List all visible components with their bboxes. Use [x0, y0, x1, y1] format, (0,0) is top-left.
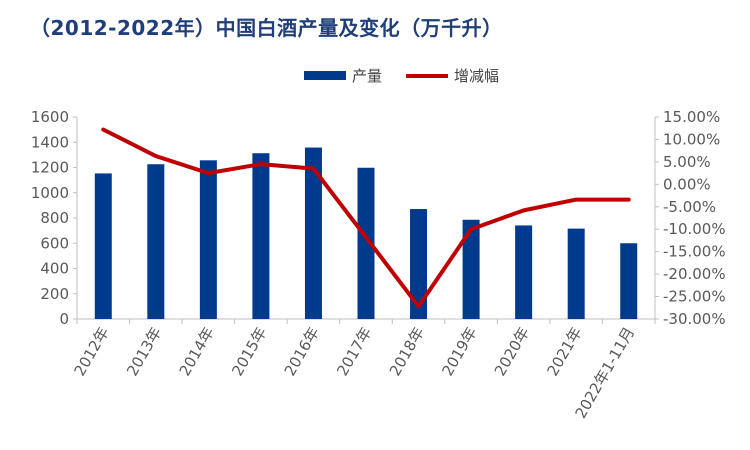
line-point — [575, 199, 577, 201]
x-tick-label: 2014年 — [176, 324, 218, 379]
legend-bar-swatch — [304, 71, 346, 80]
chart-title: （2012-2022年）中国白酒产量及变化（万千升） — [30, 16, 503, 40]
x-tick-label: 2015年 — [228, 324, 270, 379]
x-tick-label: 2012年 — [71, 324, 113, 379]
y-right-tick-label: -25.00% — [663, 288, 726, 306]
axes: 0 200 400 600 800 1000 1200 1400 1600 -30.00% -25.… — [31, 108, 726, 328]
line-point — [628, 199, 630, 201]
y-left-tick-label: 600 — [40, 234, 69, 252]
x-tick-label: 2021年 — [543, 324, 585, 379]
line-point — [418, 305, 420, 307]
y-left-tick-label: 1000 — [31, 184, 69, 202]
bar-series — [94, 147, 638, 319]
legend-line-label: 增减幅 — [454, 67, 499, 85]
y-right-tick-label: -5.00% — [663, 198, 716, 216]
y-left-tick-label: 400 — [40, 260, 69, 278]
bar — [199, 160, 217, 319]
y-right-tick-label: -30.00% — [663, 310, 726, 328]
bar — [515, 225, 533, 319]
x-tick-label: 2019年 — [438, 324, 480, 379]
line-point — [102, 129, 104, 131]
bar — [94, 173, 112, 319]
y-left-tick-label: 1600 — [31, 108, 69, 126]
bar — [304, 147, 322, 319]
x-tick-label: 2016年 — [281, 324, 323, 379]
y-right-tick-label: 10.00% — [663, 130, 720, 148]
x-axis-labels: 2012年 2013年 2014年 2015年 2016年 2017年 2018年 2019年… — [71, 324, 639, 422]
line-point — [312, 168, 314, 170]
y-left-tick-label: 200 — [40, 285, 69, 303]
legend-bar-label: 产量 — [352, 67, 382, 85]
x-tick-label: 2020年 — [491, 324, 533, 379]
x-tick-label: 2018年 — [386, 324, 428, 379]
y-right-tick-label: -10.00% — [663, 220, 726, 238]
y-right-tick-label: 5.00% — [663, 153, 711, 171]
y-left-tick-label: 1400 — [31, 133, 69, 151]
bar — [410, 209, 428, 319]
bar — [462, 219, 480, 319]
line-point — [207, 172, 209, 174]
x-tick-label: 2013年 — [123, 324, 165, 379]
bar — [252, 153, 270, 319]
bar — [620, 243, 638, 319]
legend: 产量 增减幅 — [304, 67, 499, 85]
line-point — [260, 163, 262, 165]
line-point — [155, 155, 157, 157]
line-point — [523, 209, 525, 211]
y-right-tick-label: 15.00% — [663, 108, 720, 126]
line-point — [365, 236, 367, 238]
y-left-tick-label: 1200 — [31, 159, 69, 177]
y-left-tick-label: 800 — [40, 209, 69, 227]
y-right-tick-label: 0.00% — [663, 175, 711, 193]
y-left-tick-label: 0 — [59, 310, 69, 328]
line-point — [470, 228, 472, 230]
x-tick-label: 2017年 — [333, 324, 375, 379]
line-series — [101, 127, 631, 309]
bar — [357, 167, 375, 319]
y-right-tick-label: -15.00% — [663, 243, 726, 261]
y-right-tick-label: -20.00% — [663, 265, 726, 283]
bar — [147, 164, 165, 319]
bar — [567, 228, 585, 319]
